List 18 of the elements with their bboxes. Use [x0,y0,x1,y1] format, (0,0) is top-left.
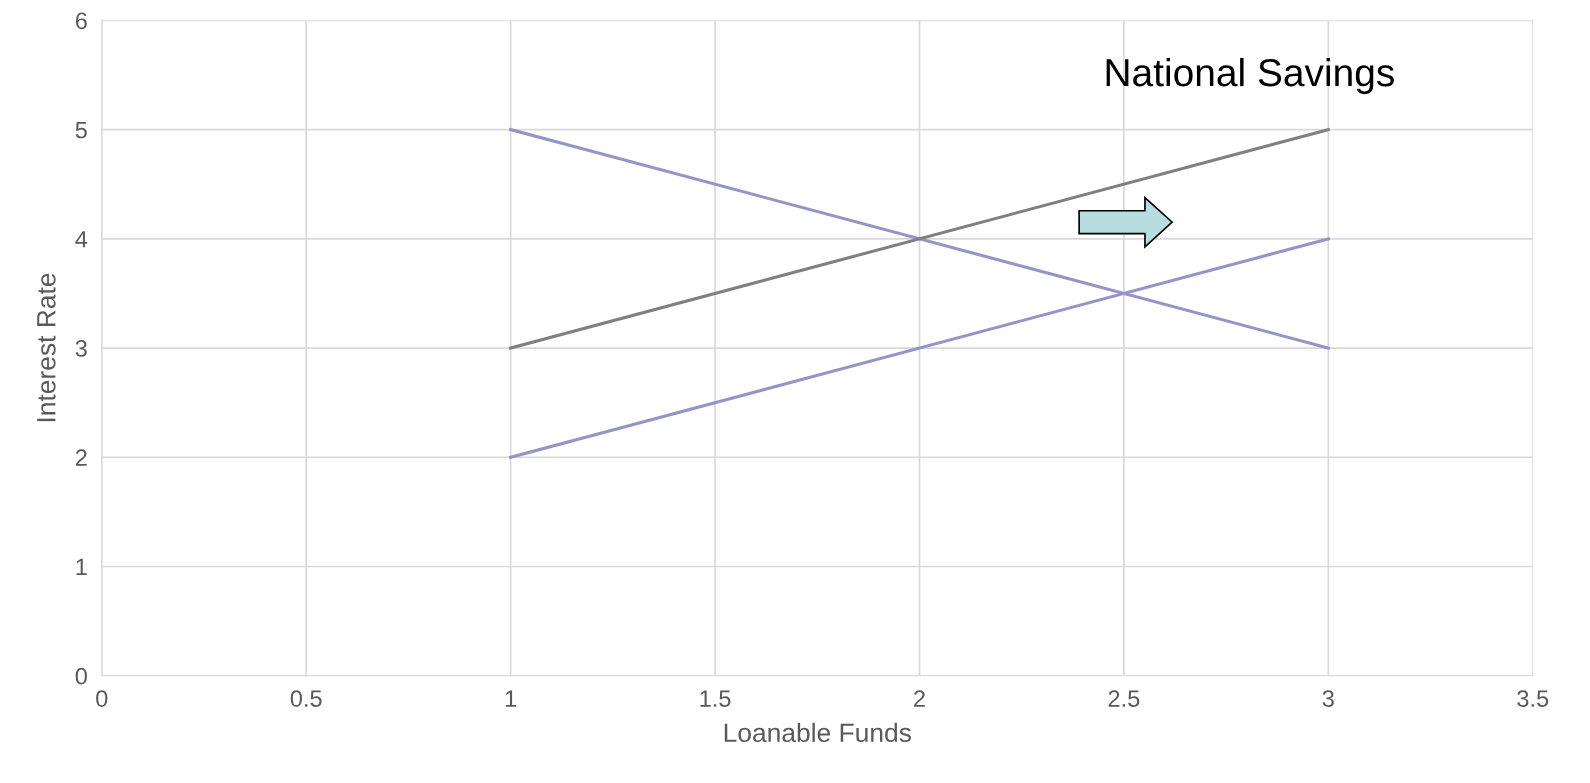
y-tick-label: 6 [75,12,87,30]
x-tick-label: 1 [505,690,517,707]
x-tick-label: 1.5 [700,690,731,707]
x-tick-label: 2.5 [1108,690,1140,707]
y-tick-label: 0 [75,667,87,685]
x-tick-label: 0.5 [290,690,322,707]
y-tick-label: 5 [75,121,87,139]
annotation: National Savings [1106,57,1394,95]
x-tick-label: 3.5 [1517,690,1549,707]
x-tick-label: 3 [1322,690,1334,707]
x-tick-label: 0 [96,690,108,707]
y-tick-label: 2 [75,449,87,466]
y-tick-label: 1 [76,558,87,576]
y-tick-label: 4 [75,231,88,248]
y-tick-label: 3 [75,340,87,357]
x-axis-title: Loanable Funds [724,722,911,743]
y-axis-title: Interest Rate [37,273,56,422]
x-tick-label: 2 [914,690,925,707]
